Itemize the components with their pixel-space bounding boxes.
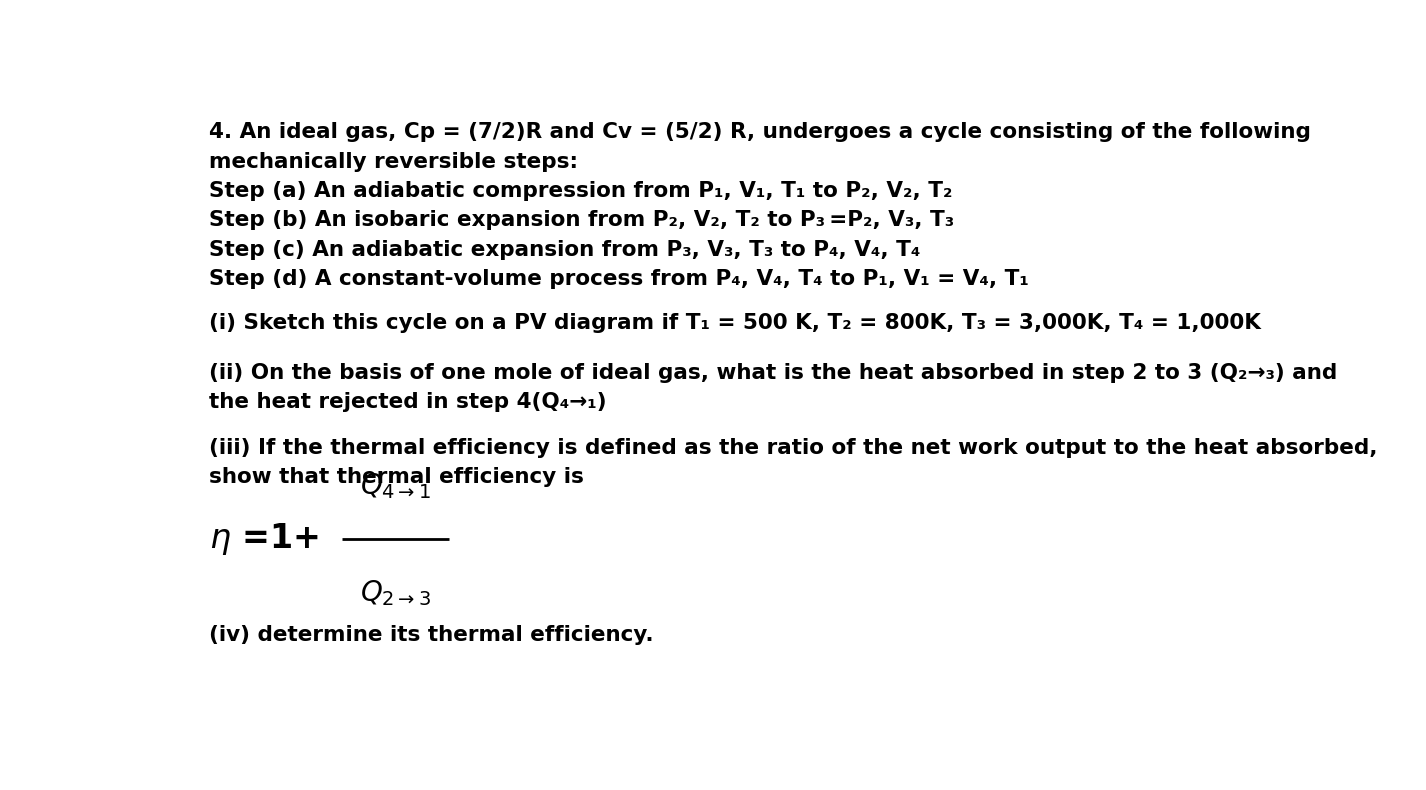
- Text: show that thermal efficiency is: show that thermal efficiency is: [210, 467, 585, 487]
- Text: 4. An ideal gas, Cp = (7/2)R and Cv = (5/2) R, undergoes a cycle consisting of t: 4. An ideal gas, Cp = (7/2)R and Cv = (5…: [210, 122, 1310, 142]
- Text: (i) Sketch this cycle on a PV diagram if T₁ = 500 K, T₂ = 800K, T₃ = 3,000K, T₄ : (i) Sketch this cycle on a PV diagram if…: [210, 313, 1261, 333]
- Text: $\mathit{Q}_{2\rightarrow3}$: $\mathit{Q}_{2\rightarrow3}$: [359, 578, 431, 608]
- Text: (iii) If the thermal efficiency is defined as the ratio of the net work output t: (iii) If the thermal efficiency is defin…: [210, 438, 1378, 458]
- Text: (iv) determine its thermal efficiency.: (iv) determine its thermal efficiency.: [210, 625, 653, 645]
- Text: the heat rejected in step 4(Q₄→₁): the heat rejected in step 4(Q₄→₁): [210, 393, 607, 412]
- Text: Step (a) An adiabatic compression from P₁, V₁, T₁ to P₂, V₂, T₂: Step (a) An adiabatic compression from P…: [210, 181, 953, 201]
- Text: $\mathit{Q}_{4\rightarrow1}$: $\mathit{Q}_{4\rightarrow1}$: [361, 472, 431, 501]
- Text: Step (b) An isobaric expansion from P₂, V₂, T₂ to P₃ =P₂, V₃, T₃: Step (b) An isobaric expansion from P₂, …: [210, 210, 954, 231]
- Text: Step (d) A constant-volume process from P₄, V₄, T₄ to P₁, V₁ = V₄, T₁: Step (d) A constant-volume process from …: [210, 269, 1030, 289]
- Text: mechanically reversible steps:: mechanically reversible steps:: [210, 152, 578, 172]
- Text: Step (c) An adiabatic expansion from P₃, V₃, T₃ to P₄, V₄, T₄: Step (c) An adiabatic expansion from P₃,…: [210, 239, 921, 260]
- Text: (ii) On the basis of one mole of ideal gas, what is the heat absorbed in step 2 : (ii) On the basis of one mole of ideal g…: [210, 363, 1338, 383]
- Text: $\eta$ =1+: $\eta$ =1+: [210, 521, 319, 557]
